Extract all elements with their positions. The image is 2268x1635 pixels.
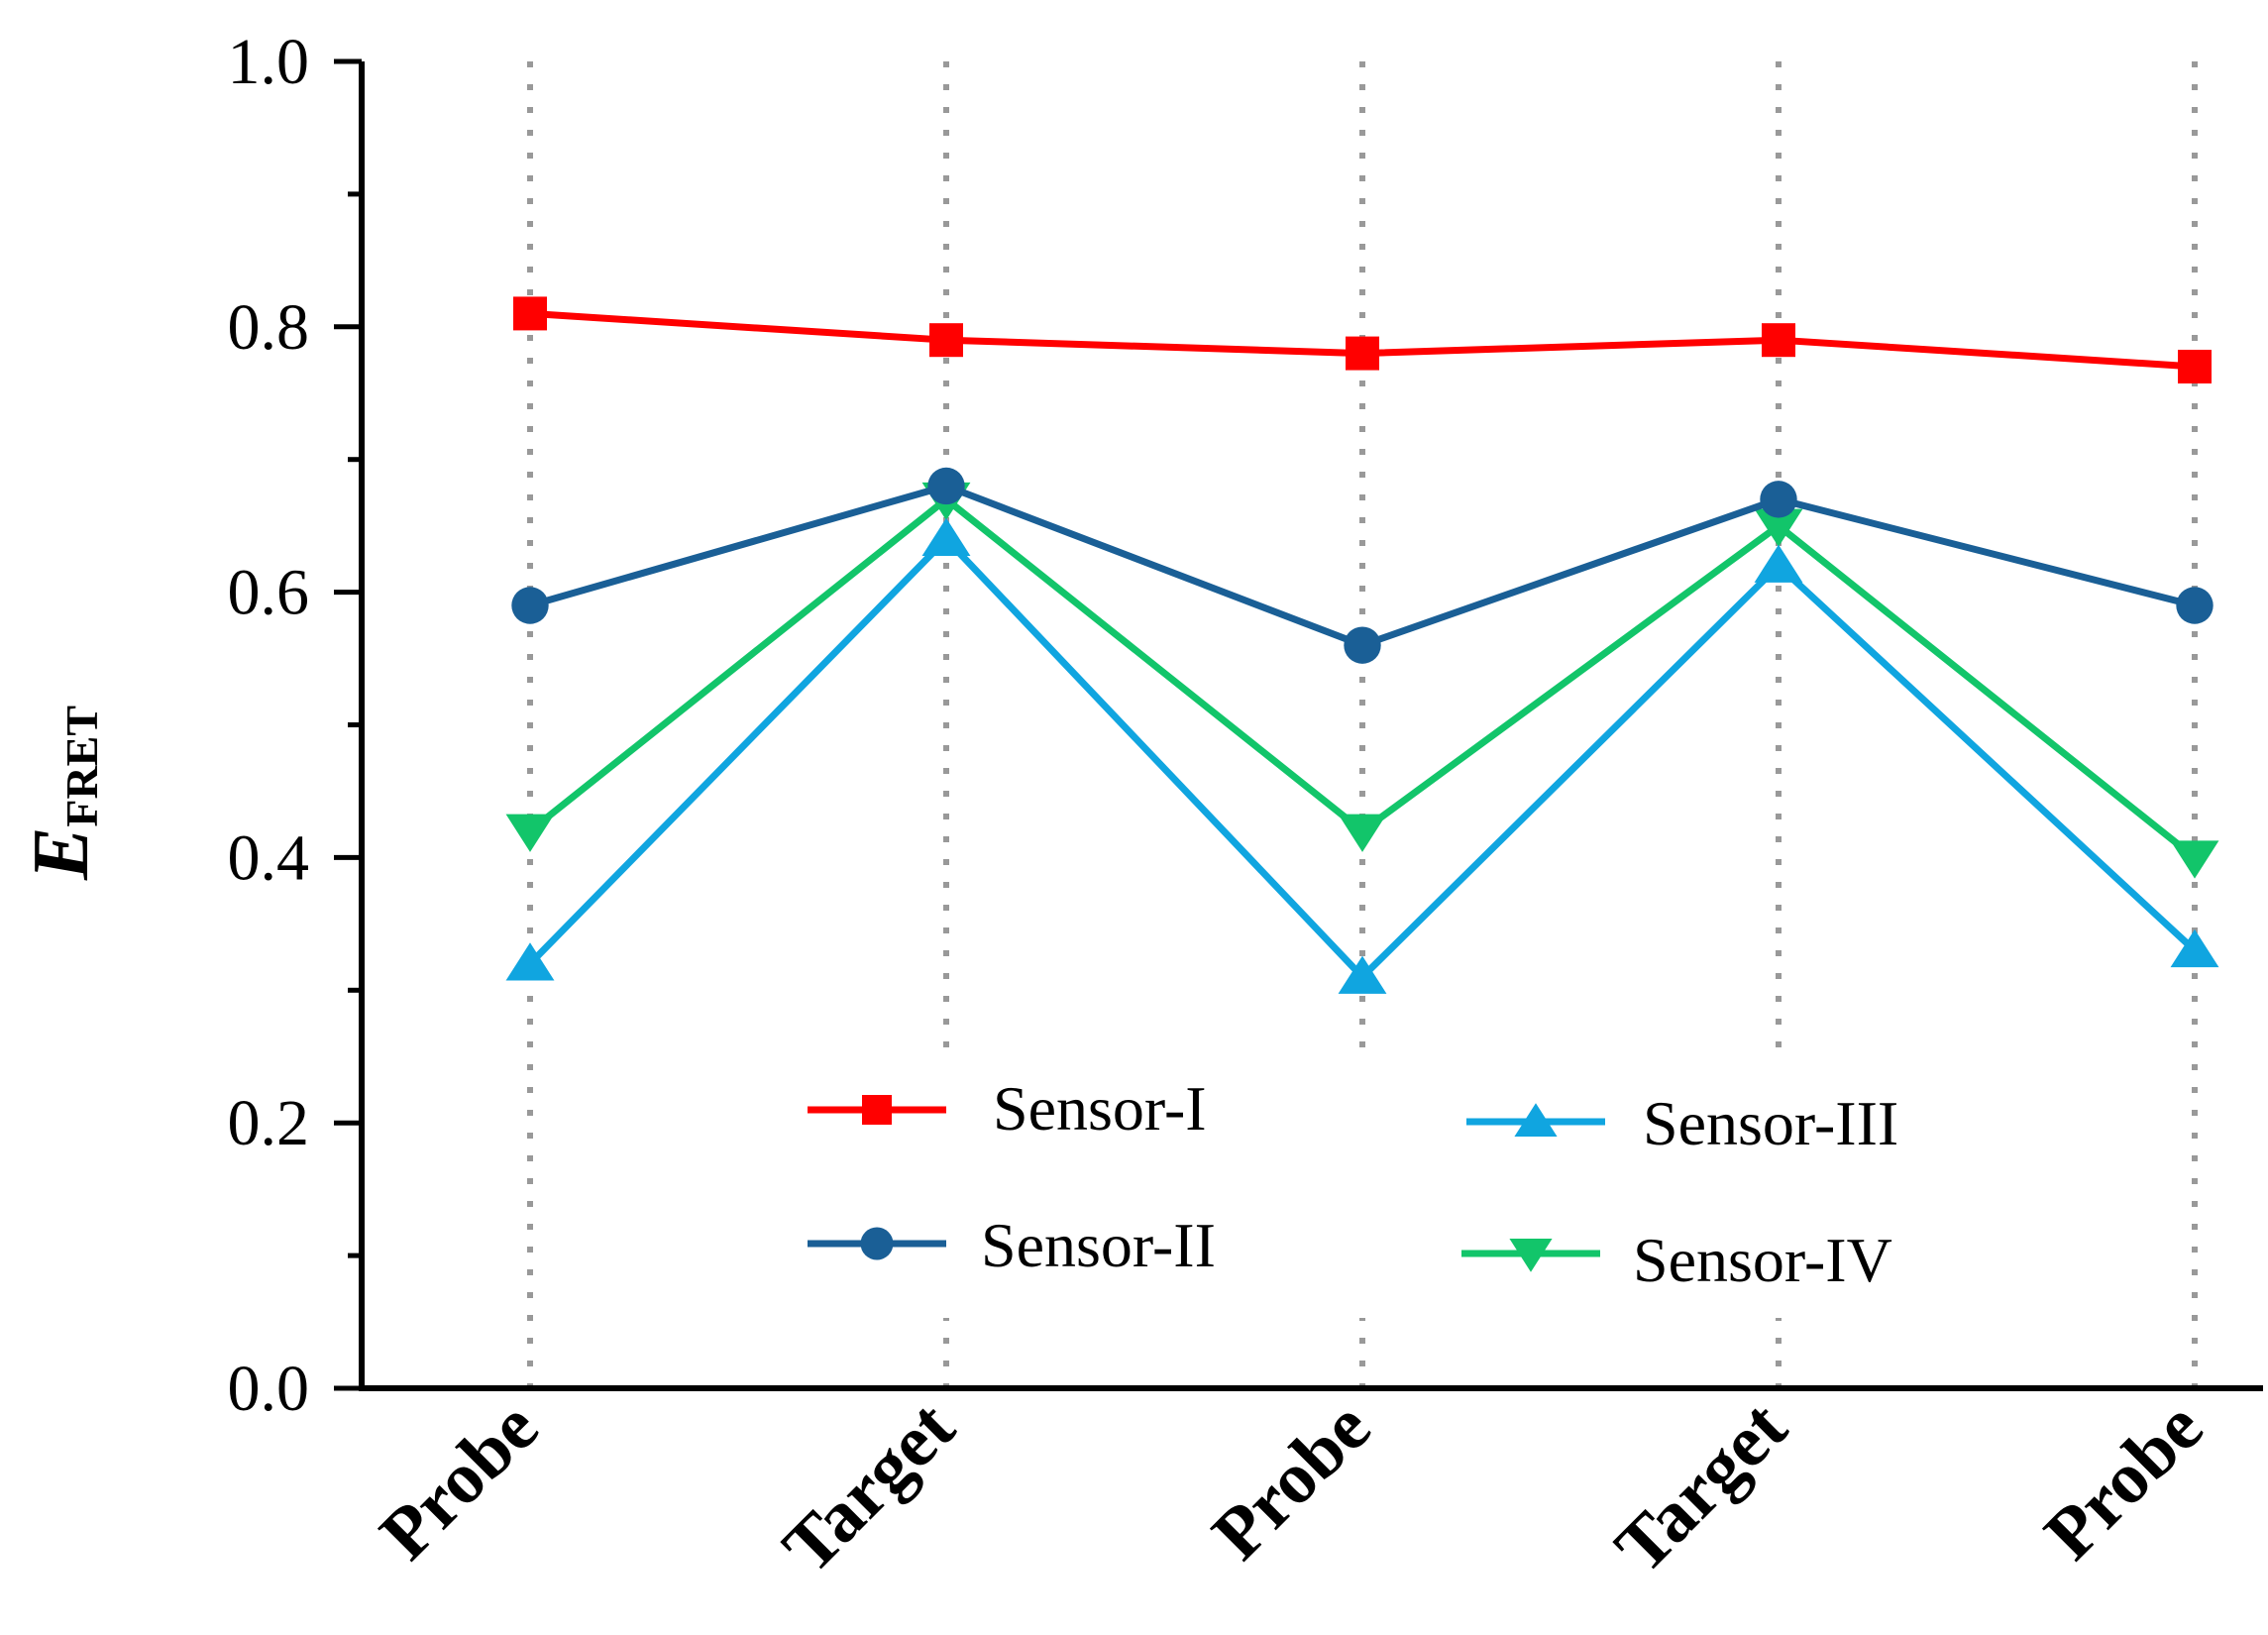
legend-box [783,1050,1962,1318]
data-point [505,942,555,981]
data-point [505,814,555,852]
legend-marker [862,1095,892,1125]
series-2 [511,467,2214,664]
data-point [2176,587,2214,624]
legend-entry: Sensor-II [808,1210,1216,1280]
data-point [921,517,971,557]
legend-label: Sensor-III [1643,1088,1898,1158]
data-point [1762,323,1795,358]
data-point [927,467,965,505]
legend-entry: Sensor-I [808,1073,1207,1144]
series-line [527,535,2198,981]
legend-marker [1509,1239,1553,1272]
y-tick-label: 1.0 [228,26,310,98]
data-point [1346,336,1379,371]
legend-marker [1514,1103,1558,1137]
y-tick-label: 0.2 [228,1087,310,1159]
data-point [511,587,549,624]
series-3 [505,517,2219,994]
legend-entry: Sensor-III [1466,1088,1898,1158]
data-point [1760,481,1797,518]
data-point [1754,508,1803,547]
data-point [1338,814,1387,852]
y-tick-label: 0.8 [228,291,310,364]
legend-entry: Sensor-IV [1461,1225,1892,1295]
y-tick-label: 0.4 [228,821,310,894]
data-point [513,296,547,331]
data-point [2170,928,2219,968]
y-tick-label: 0.0 [228,1353,310,1425]
legend-label: Sensor-II [981,1210,1216,1280]
x-category-label: Target [1600,1386,1803,1589]
series-lines [505,296,2219,994]
vertical-gridlines [527,61,2198,1388]
legend-marker [860,1227,894,1260]
svg-text:EFRET: EFRET [18,706,107,881]
y-tick-label: 0.6 [228,557,310,629]
legend-label: Sensor-I [993,1073,1207,1144]
legend-label: Sensor-IV [1633,1225,1892,1295]
x-category-labels: Probe Target Probe Target Probe [365,1386,2218,1589]
data-point [2178,349,2212,383]
y-axis-label-subscript: FRET [56,706,107,827]
x-category-label: Probe [365,1386,554,1576]
x-category-label: Probe [2029,1386,2218,1576]
data-point [1754,544,1803,583]
data-point [1344,626,1381,664]
y-axis-label: EFRET [18,706,107,881]
y-axis-label-main: E [18,827,105,881]
legend: Sensor-I Sensor-II Sensor-III Sensor-IV [783,1050,1962,1318]
x-category-label: Target [768,1386,971,1589]
data-point [929,323,963,358]
y-ticks: 0.0 0.2 0.4 0.6 0.8 1.0 [228,26,362,1425]
data-point [2170,840,2219,879]
x-category-label: Probe [1197,1386,1386,1576]
data-point [1338,955,1387,994]
series-1 [513,296,2212,383]
